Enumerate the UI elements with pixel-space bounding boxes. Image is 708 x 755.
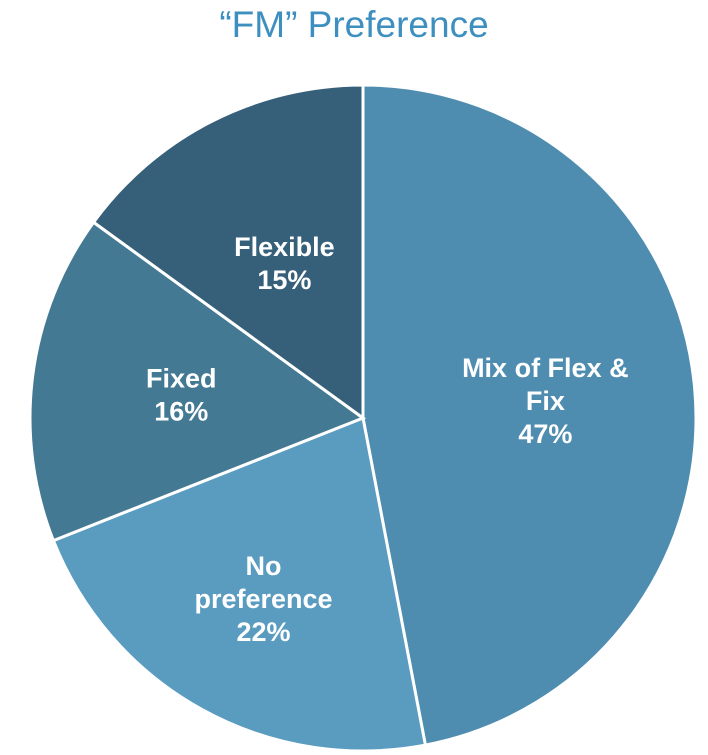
slice-label-line: preference — [194, 584, 332, 614]
slice-label-line: 47% — [518, 419, 572, 449]
pie-slice-2 — [51, 415, 428, 753]
pie-slice-4 — [91, 83, 365, 421]
slice-label-line: Flexible — [234, 232, 335, 262]
slice-label-line: Fix — [526, 386, 565, 416]
slice-label-line: Mix of Flex & — [462, 353, 629, 383]
pie-slice-1 — [361, 83, 698, 747]
slice-label-2: No preference 22% — [194, 551, 332, 647]
slice-label-line: No — [246, 551, 282, 581]
slice-label-line: 16% — [154, 397, 208, 427]
slice-label-4: Flexible 15% — [234, 232, 335, 295]
slice-label-1: Mix of Flex & Fix 47% — [462, 353, 629, 449]
slice-label-line: 22% — [237, 617, 291, 647]
slice-label-line: 15% — [257, 265, 311, 295]
chart-title: “FM” Preference — [219, 4, 489, 45]
slice-label-3: Fixed 16% — [146, 364, 217, 427]
slice-label-line: Fixed — [146, 364, 217, 394]
pie-slice-3 — [28, 220, 367, 543]
